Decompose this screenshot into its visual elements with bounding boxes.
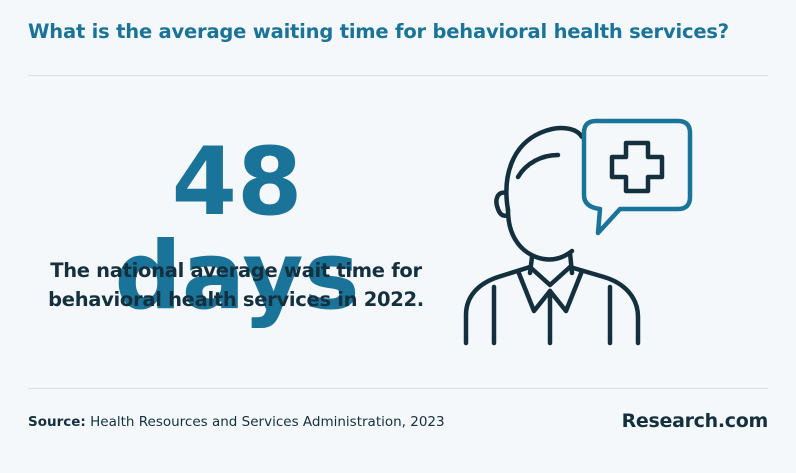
question-heading: What is the average waiting time for beh… — [28, 20, 729, 43]
stat-description: The national average wait time for behav… — [30, 256, 442, 314]
speech-bubble — [581, 118, 693, 236]
head-outline — [504, 125, 585, 213]
medical-cross — [609, 140, 665, 194]
source-citation: Source: Health Resources and Services Ad… — [28, 414, 445, 430]
source-label: Source: — [28, 414, 86, 430]
source-text: Health Resources and Services Administra… — [90, 414, 445, 430]
hair-line — [515, 152, 561, 180]
doctor-with-medical-cross-icon — [463, 118, 693, 346]
stat-value: 48 days — [114, 128, 360, 331]
body-outline — [463, 264, 641, 346]
top-divider — [28, 75, 768, 76]
bottom-divider — [28, 388, 768, 389]
ear-outline — [494, 190, 511, 218]
brand-logo[interactable]: Research.com — [621, 410, 769, 432]
lapel-left — [515, 268, 553, 314]
neck-right — [567, 250, 575, 276]
lapel-right — [547, 268, 585, 314]
stat-description-line-1: The national average wait time for — [50, 259, 422, 282]
stat-description-line-2: behavioral health services in 2022. — [48, 288, 424, 311]
face-outline — [505, 207, 575, 262]
